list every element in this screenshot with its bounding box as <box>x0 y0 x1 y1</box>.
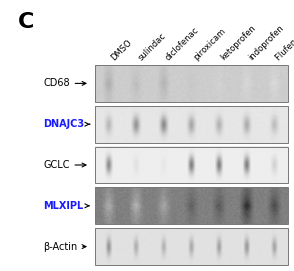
Text: Flufenamic acid: Flufenamic acid <box>274 8 294 62</box>
Text: GCLC: GCLC <box>43 160 86 170</box>
Bar <box>95 228 288 265</box>
Bar <box>95 65 288 102</box>
Text: piroxicam: piroxicam <box>191 27 227 62</box>
Text: sulindac: sulindac <box>136 31 168 62</box>
Text: indoprofen: indoprofen <box>247 23 285 62</box>
Text: DNAJC3: DNAJC3 <box>43 119 90 129</box>
Text: diclofenac: diclofenac <box>164 25 201 62</box>
Bar <box>95 188 288 224</box>
Text: DMSO: DMSO <box>109 37 133 62</box>
Text: MLXIPL: MLXIPL <box>43 201 89 211</box>
Text: CD68: CD68 <box>43 78 86 88</box>
Bar <box>95 147 288 183</box>
Text: C: C <box>18 12 34 32</box>
Text: β-Actin: β-Actin <box>43 242 86 251</box>
Text: ketoprofen: ketoprofen <box>219 23 258 62</box>
Bar <box>95 106 288 143</box>
